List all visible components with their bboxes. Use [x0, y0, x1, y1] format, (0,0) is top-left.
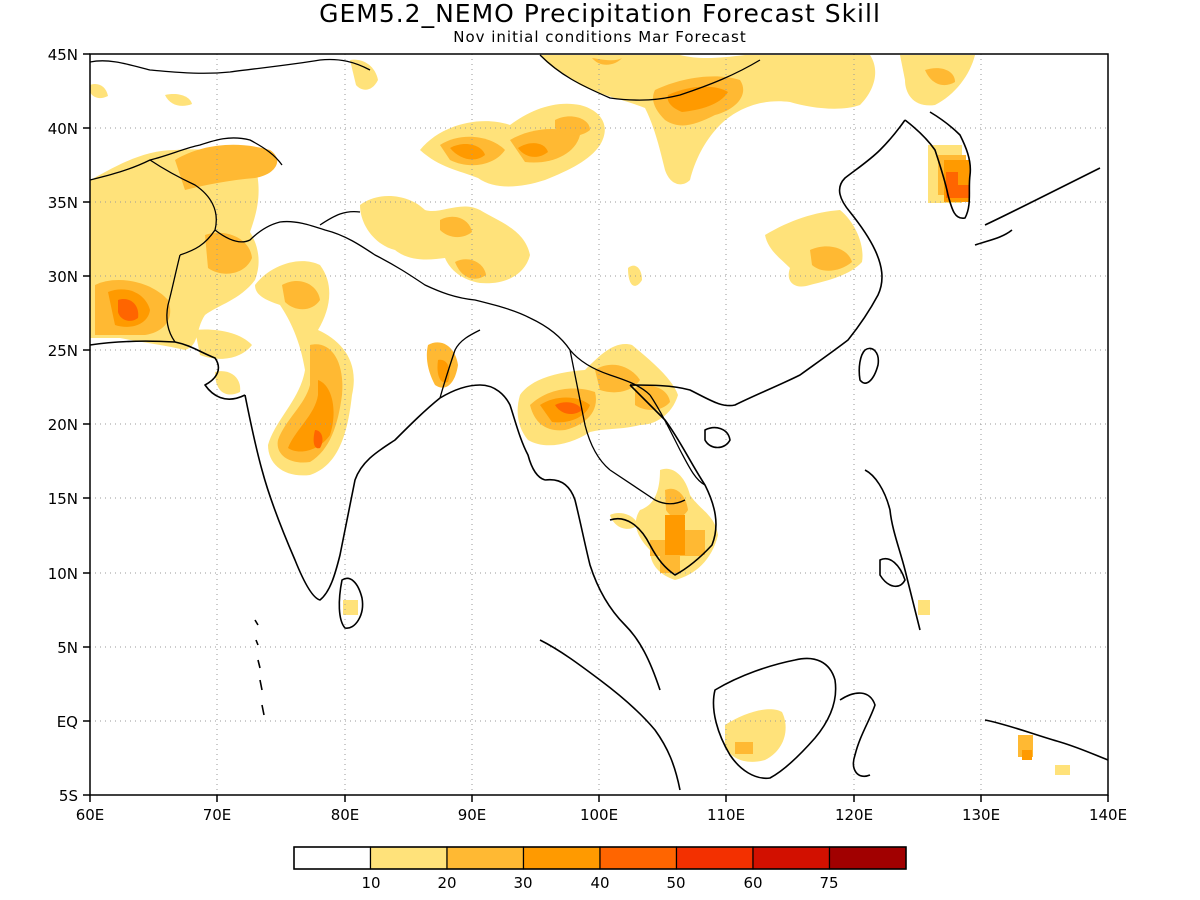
colorbar-swatch — [369, 846, 448, 870]
x-tick-label: 110E — [707, 806, 745, 824]
colorbar-label: 40 — [590, 874, 609, 892]
colorbar-swatch — [828, 846, 907, 870]
x-axis-labels: 60E 70E 80E 90E 100E 110E 120E 130E 140E — [76, 806, 1127, 824]
axis-ticks — [83, 53, 1109, 802]
y-tick-label: EQ — [57, 713, 78, 731]
colorbar-label: 20 — [437, 874, 456, 892]
y-tick-label: 35N — [48, 194, 78, 212]
y-axis-labels: 45N 40N 35N 30N 25N 20N 15N 10N 5N EQ 5S — [48, 46, 78, 805]
y-tick-label: 25N — [48, 342, 78, 360]
y-tick-label: 15N — [48, 490, 78, 508]
y-tick-label: 45N — [48, 46, 78, 64]
y-tick-label: 20N — [48, 416, 78, 434]
colorbar-swatch — [293, 846, 372, 870]
x-tick-label: 140E — [1089, 806, 1127, 824]
y-tick-label: 30N — [48, 268, 78, 286]
colorbar-label: 75 — [819, 874, 838, 892]
skill-area-borneo — [725, 709, 786, 762]
skill-shading — [90, 55, 1070, 775]
x-tick-label: 130E — [962, 806, 1000, 824]
colorbar-swatch — [522, 846, 601, 870]
x-tick-label: 70E — [203, 806, 232, 824]
x-tick-label: 80E — [331, 806, 360, 824]
gridlines — [90, 54, 1108, 795]
x-tick-label: 100E — [580, 806, 618, 824]
colorbar-label: 60 — [743, 874, 762, 892]
x-tick-label: 90E — [458, 806, 487, 824]
x-tick-label: 120E — [835, 806, 873, 824]
map-title: GEM5.2_NEMO Precipitation Forecast Skill — [319, 0, 881, 28]
colorbar-swatch — [599, 846, 678, 870]
colorbar-swatches — [293, 846, 907, 870]
colorbar-label: 50 — [666, 874, 685, 892]
borders — [90, 54, 761, 505]
colorbar-swatch — [446, 846, 525, 870]
y-tick-label: 10N — [48, 565, 78, 583]
y-tick-label: 5N — [57, 639, 78, 657]
colorbar-label: 10 — [361, 874, 380, 892]
colorbar-swatch — [752, 846, 831, 870]
skill-area-afghanistan-east — [175, 144, 278, 190]
coastlines — [90, 111, 1108, 791]
map-subtitle: Nov initial conditions Mar Forecast — [453, 28, 747, 46]
colorbar: 10 20 30 40 50 60 75 — [293, 846, 907, 892]
colorbar-label: 30 — [513, 874, 532, 892]
y-tick-label: 5S — [59, 787, 78, 805]
skill-area-pakistan-max — [118, 299, 139, 321]
y-tick-label: 40N — [48, 120, 78, 138]
colorbar-swatch — [675, 846, 754, 870]
x-tick-label: 60E — [76, 806, 105, 824]
